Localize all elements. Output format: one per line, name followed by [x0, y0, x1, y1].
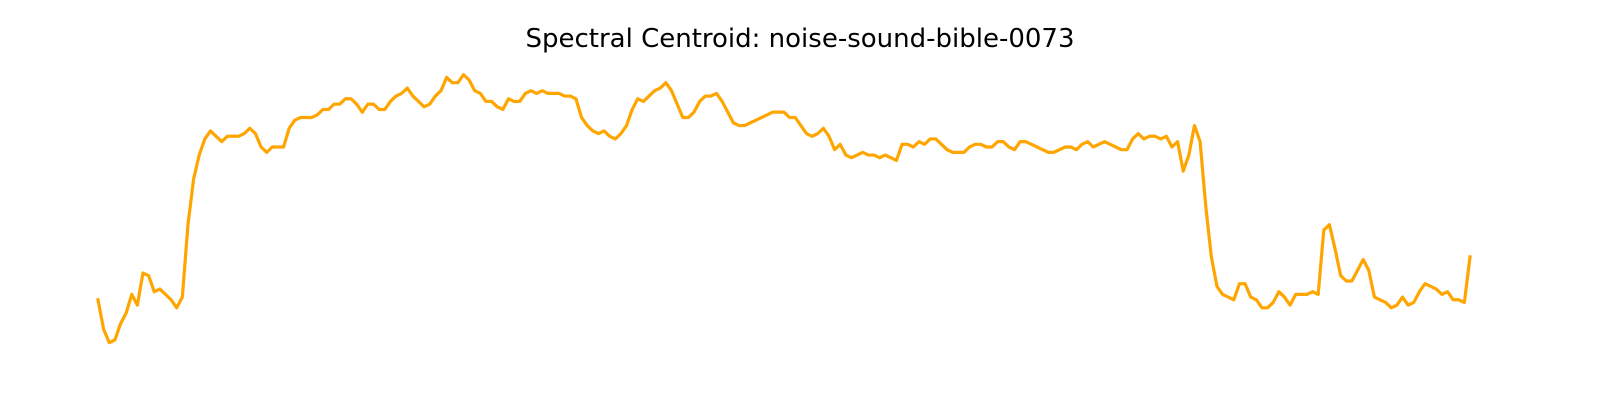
chart-title: Spectral Centroid: noise-sound-bible-007…	[525, 24, 1075, 54]
series-line-0	[96, 73, 1472, 345]
series-layer	[96, 73, 1472, 345]
